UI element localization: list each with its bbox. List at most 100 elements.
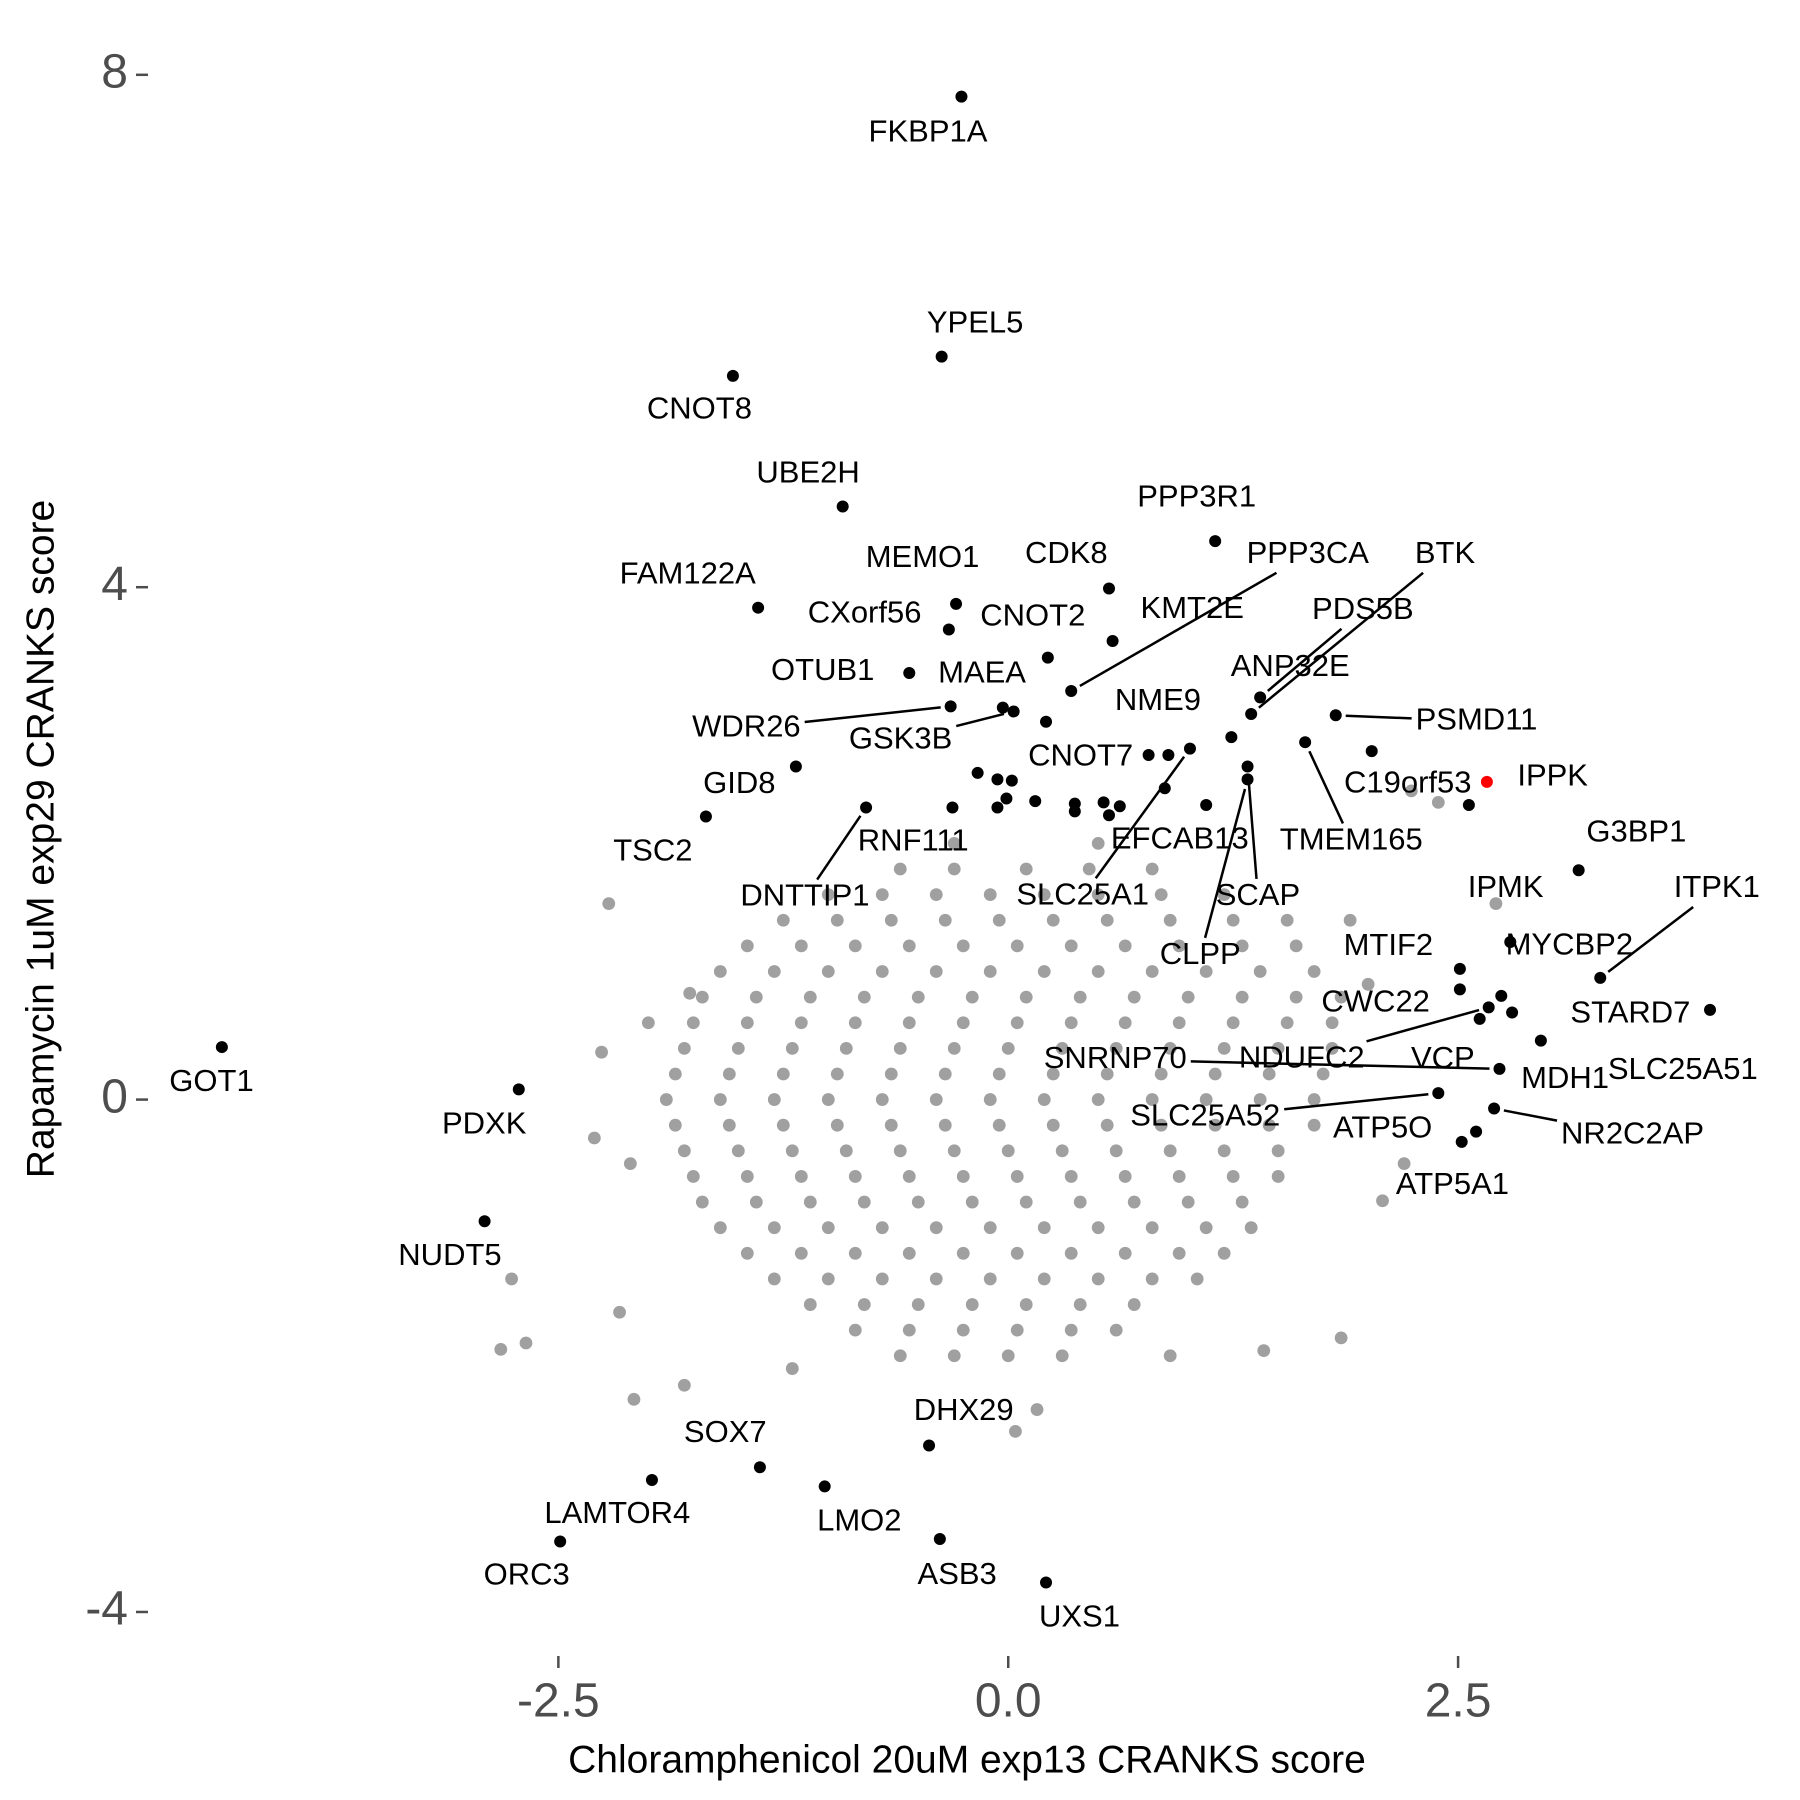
leader-line [1079,571,1278,688]
highlight-point [1495,989,1508,1002]
highlight-point [1040,715,1053,728]
background-point [1257,1344,1271,1358]
background-point [848,1323,862,1337]
point-label: CXorf56 [808,595,922,630]
background-point [1199,1221,1213,1235]
highlight-point [753,1461,766,1474]
background-point [1376,1194,1389,1208]
background-point [1181,1195,1195,1209]
background-point [1271,1144,1285,1158]
background-point [992,913,1006,927]
background-point [1046,1118,1060,1132]
background-point [794,1246,808,1260]
highlight-point [1488,1102,1501,1115]
background-point [767,1093,781,1106]
leader-line [1308,750,1345,824]
background-point [1226,1170,1240,1183]
background-point [929,888,943,902]
highlight-point [944,700,957,713]
point-label: ITPK1 [1674,869,1760,904]
background-point [821,1272,835,1286]
highlight-point [1029,795,1042,808]
highlight-point [1453,983,1466,996]
highlight-point [1470,1125,1483,1138]
background-point [659,1093,673,1106]
point-label: IPMK [1468,869,1544,904]
point-label: SLC25A52 [1130,1098,1280,1133]
point-label: ATP5A1 [1396,1166,1509,1201]
background-point [595,1045,608,1059]
point-label: SNRNP70 [1044,1040,1187,1075]
background-point [740,1170,754,1183]
background-point [1172,939,1186,953]
highlight-point [1183,742,1196,755]
background-point [1118,1246,1132,1260]
background-point [1199,965,1213,978]
background-point [1343,913,1357,927]
point-label: LMO2 [817,1502,901,1537]
background-point [731,1144,745,1158]
point-label: UXS1 [1039,1598,1120,1633]
highlight-point [1329,709,1342,722]
background-point [1172,1170,1186,1183]
background-point [686,1170,700,1183]
background-point [983,965,997,978]
background-point [776,913,790,927]
background-point [1073,1298,1087,1311]
background-point [893,862,907,876]
background-point [1055,1041,1069,1055]
highlight-point [1462,798,1475,811]
background-point [875,1093,889,1106]
background-point [1019,990,1033,1004]
background-point [794,1016,808,1030]
background-point [956,1016,970,1030]
background-point [1145,1272,1159,1286]
highlight-point [1473,1012,1486,1025]
point-label: MAEA [938,654,1026,689]
background-point [821,965,835,978]
point-label: SCAP [1216,877,1300,912]
background-point [587,1131,601,1145]
background-point [683,986,697,1000]
highlight-point [1241,760,1254,773]
background-point [1127,1298,1141,1311]
highlight-point [903,667,916,680]
background-point [803,990,817,1004]
y-tick-label: 4 [101,558,128,611]
highlight-point [554,1535,567,1548]
point-label: ANP32E [1231,648,1350,683]
leader-line [1094,755,1186,880]
background-point [519,1336,533,1350]
point-label: GOT1 [169,1063,253,1098]
background-point [1019,1195,1033,1209]
highlight-point [1534,1034,1547,1047]
background-point [1109,1041,1123,1055]
leader-line [955,712,1005,728]
leader-line [1267,627,1343,692]
point-label: CWC22 [1321,983,1430,1018]
point-label: SLC25A51 [1608,1051,1758,1086]
background-point [803,1298,817,1311]
background-point [713,965,727,978]
background-point [623,1157,637,1171]
background-point [1091,836,1105,850]
highlight-point [991,773,1004,786]
point-label: ASB3 [918,1556,997,1591]
background-point [1100,1118,1114,1132]
point-label: NME9 [1115,682,1201,717]
leader-line [1190,1060,1490,1070]
background-point [1055,1144,1069,1158]
background-point [1082,862,1096,876]
background-point [1181,990,1195,1004]
highlight-point [1065,684,1078,697]
leader-line [1345,714,1412,720]
background-point [1307,1118,1321,1132]
background-point [902,1246,916,1260]
highlight-point [1097,796,1110,809]
background-point [992,1067,1006,1081]
point-label: PDS5B [1312,591,1414,626]
point-label: BTK [1415,535,1476,570]
background-point [1009,1424,1022,1438]
background-point [1145,1093,1159,1106]
highlight-point [1506,1006,1519,1019]
